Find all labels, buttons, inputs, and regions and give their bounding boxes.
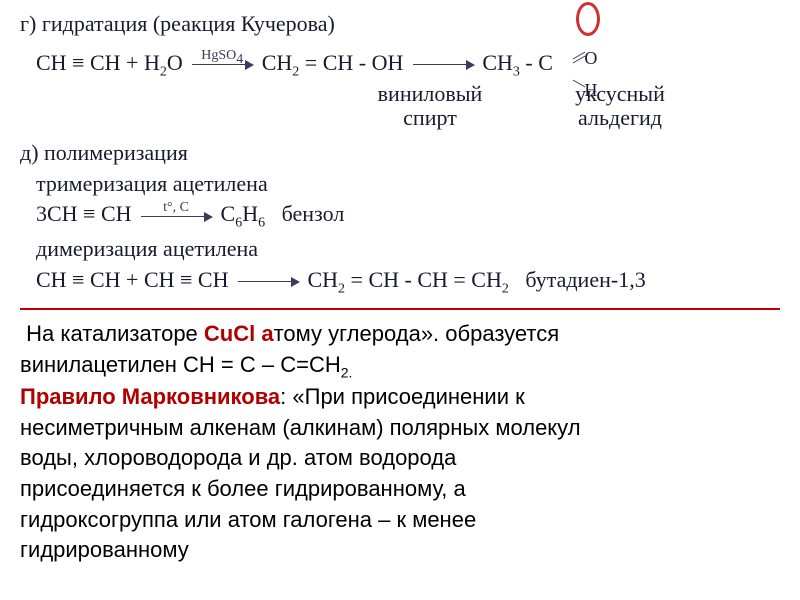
section-d-title: д) полимеризация: [20, 139, 780, 168]
eq-g-prod-sub: 3: [513, 64, 520, 79]
comm-l4: несиметричным алкенам (алкинам) полярных…: [20, 414, 780, 443]
comm-l5: воды, хлороводорода и др. атом водорода: [20, 444, 780, 473]
product-labels-row1: виниловый уксусный: [20, 81, 780, 107]
equation-d1: 3CH ≡ CH t°, C C6H6 бензол: [36, 200, 780, 233]
comm-l8: гидрированному: [20, 536, 780, 565]
comm-l3: : «При присоединении к: [280, 384, 525, 409]
label-acetic-aldehyde-2: альдегид: [550, 105, 690, 131]
comm-l2s: 2.: [341, 364, 353, 380]
catalyst-label: t°, C: [141, 199, 211, 217]
eq-g-h2o-tail: O: [167, 50, 183, 75]
eq-g-lhs: CH ≡ CH + H: [36, 50, 160, 75]
eq-d2-name: бутадиен-1,3: [525, 267, 645, 292]
arrow-icon: t°, C: [141, 216, 211, 217]
label-vinyl-alcohol-2: спирт: [360, 105, 500, 131]
section-g-title: г) гидратация (реакция Кучерова): [20, 10, 780, 39]
eq-d2-r2s: 2: [502, 281, 509, 296]
comm-l7: гидроксогруппа или атом галогена – к мен…: [20, 506, 780, 535]
commentary-block: На катализаторе CuCl атому углерода». об…: [20, 320, 780, 565]
label-acetic-aldehyde-1: уксусный: [550, 81, 690, 107]
eq-d1-r1: C: [221, 201, 236, 226]
eq-g-prod: CH: [482, 50, 513, 75]
catalyst-cucl: CuCl а: [204, 321, 274, 346]
eq-g-mid2: = CH - OH: [299, 50, 403, 75]
eq-g-prod-tail: - C: [520, 50, 553, 75]
comm-l6: присоединяется к более гидрированному, а: [20, 475, 780, 504]
eq-d2-r1: CH: [307, 267, 338, 292]
eq-d1-r2: H: [242, 201, 258, 226]
markovnikov-rule-label: Правило Марковникова: [20, 384, 280, 409]
comm-l1b: тому углерода». образуется: [274, 321, 560, 346]
arrow-icon: [413, 64, 473, 65]
arrow-icon: HgSO4: [192, 64, 252, 65]
label-vinyl-alcohol-1: виниловый: [360, 81, 500, 107]
eq-d1-lhs: 3CH ≡ CH: [36, 201, 132, 226]
eq-d1-name: бензол: [282, 201, 345, 226]
arrow-icon: [238, 281, 298, 282]
product-labels-row2: спирт альдегид: [20, 105, 780, 131]
eq-d2-lhs: CH ≡ CH + CH ≡ CH: [36, 267, 228, 292]
trimerization-label: тримеризация ацетилена: [36, 170, 780, 199]
eq-d2-r1s: 2: [338, 281, 345, 296]
dimerization-label: димеризация ацетилена: [36, 235, 780, 264]
comm-l1a: На катализаторе: [26, 321, 204, 346]
equation-g: CH ≡ CH + H2O HgSO4 CH2 = CH - OH CH3 - …: [36, 49, 780, 82]
comm-l2a: винилацетилен CH = C – C=CH: [20, 352, 341, 377]
catalyst-label: HgSO4: [192, 47, 252, 69]
equation-d2: CH ≡ CH + CH ≡ CH CH2 = CH - CH = CH2 бу…: [36, 266, 780, 299]
eq-g-h2o-sub: 2: [160, 64, 167, 79]
eq-g-mid1: CH: [262, 50, 293, 75]
red-oval-annotation: [576, 2, 600, 36]
eq-d1-r2s: 6: [258, 216, 265, 231]
eq-d2-r2: = CH - CH = CH: [345, 267, 502, 292]
